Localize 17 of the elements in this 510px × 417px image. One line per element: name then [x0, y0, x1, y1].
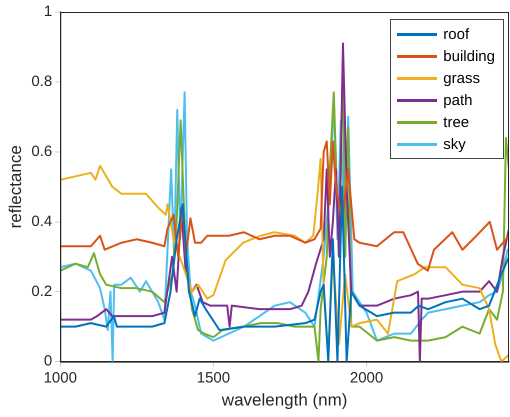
legend-label: roof — [443, 26, 470, 42]
legend-label: building — [443, 48, 495, 64]
legend-label: grass — [443, 70, 480, 86]
x-axis-title: wavelength (nm) — [220, 390, 348, 410]
legend-label: tree — [443, 114, 470, 130]
x-tick-label: 1500 — [196, 370, 230, 387]
y-tick-label: 0.2 — [31, 282, 52, 300]
x-tick-label: 2000 — [350, 370, 384, 387]
y-tick-label: 0.6 — [31, 142, 52, 160]
x-tick-label: 1000 — [44, 370, 77, 387]
y-tick-label: 0.4 — [31, 212, 52, 230]
y-tick-label: 1 — [44, 3, 52, 20]
y-tick-label: 0 — [44, 352, 52, 370]
y-axis-title: reflectance — [6, 145, 25, 228]
y-tick-label: 0.8 — [31, 73, 52, 90]
legend-label: sky — [443, 136, 466, 152]
legend-label: path — [443, 92, 472, 108]
